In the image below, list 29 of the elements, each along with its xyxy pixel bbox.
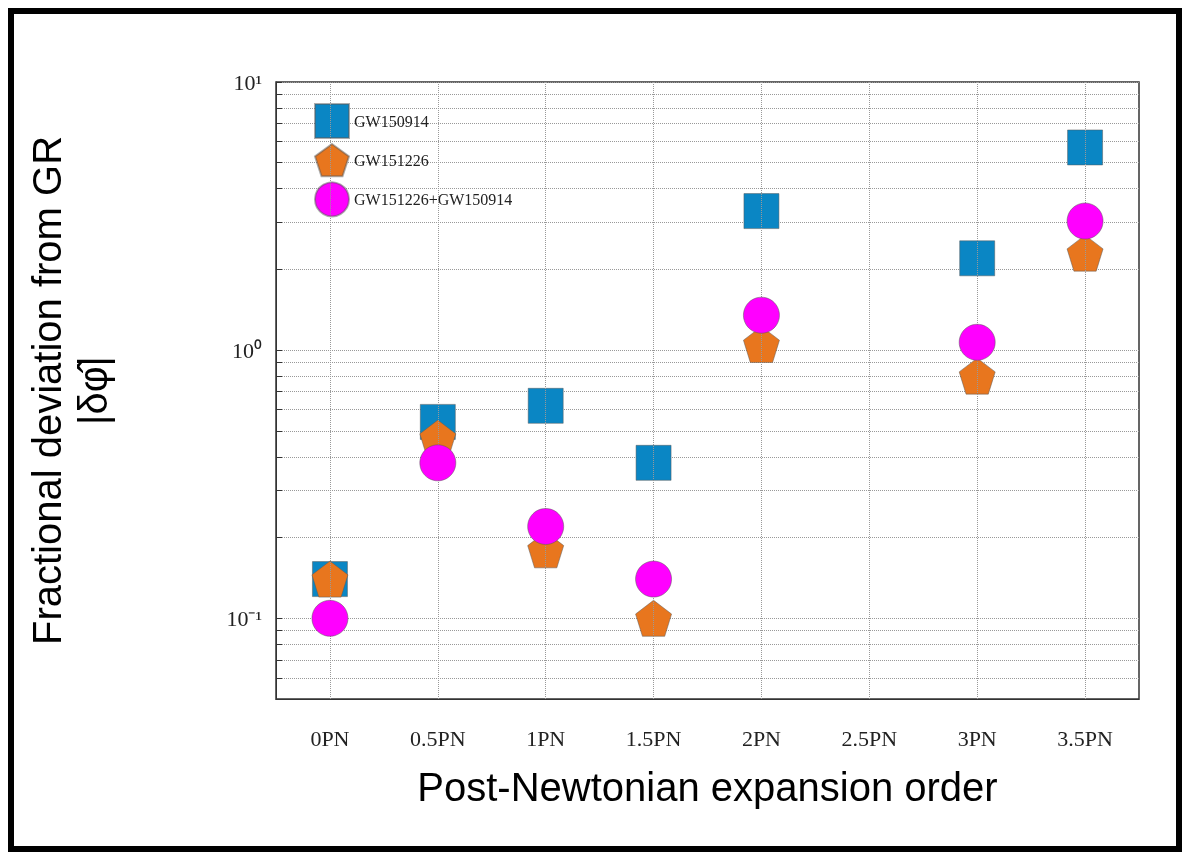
point [635,444,672,481]
x-tick-label: 1.5PN [625,725,682,751]
point [959,240,996,277]
x-tick-label: 2.5PN [841,725,898,751]
point [311,599,349,637]
point [1066,202,1104,240]
point [527,507,565,545]
x-axis-title: Post-Newtonian expansion order [417,765,998,809]
x-tick-label: 1PN [526,725,566,751]
x-tick-label: 0PN [310,725,350,751]
y-tick-label: 10¹ [233,69,262,95]
y-axis-title: Fractional deviation from GR |δφ̂| [25,135,115,646]
x-tick-label: 0.5PN [410,725,466,751]
x-tick-label: 3PN [957,725,997,751]
x-tick-label: 2PN [741,725,782,751]
point [958,323,996,361]
point [1067,129,1104,166]
legend-label: GW151226 [354,151,429,169]
point [743,193,780,230]
point [635,599,673,637]
point [419,444,457,482]
point [742,296,780,334]
legend-label: GW151226+GW150914 [354,190,513,208]
y-tick-label: 10⁻¹ [226,605,262,631]
point [635,560,673,598]
y-tick-label: 10⁰ [232,337,262,363]
point [527,387,564,424]
x-tick-label: 3.5PN [1057,725,1113,751]
legend-label: GW150914 [354,112,429,130]
